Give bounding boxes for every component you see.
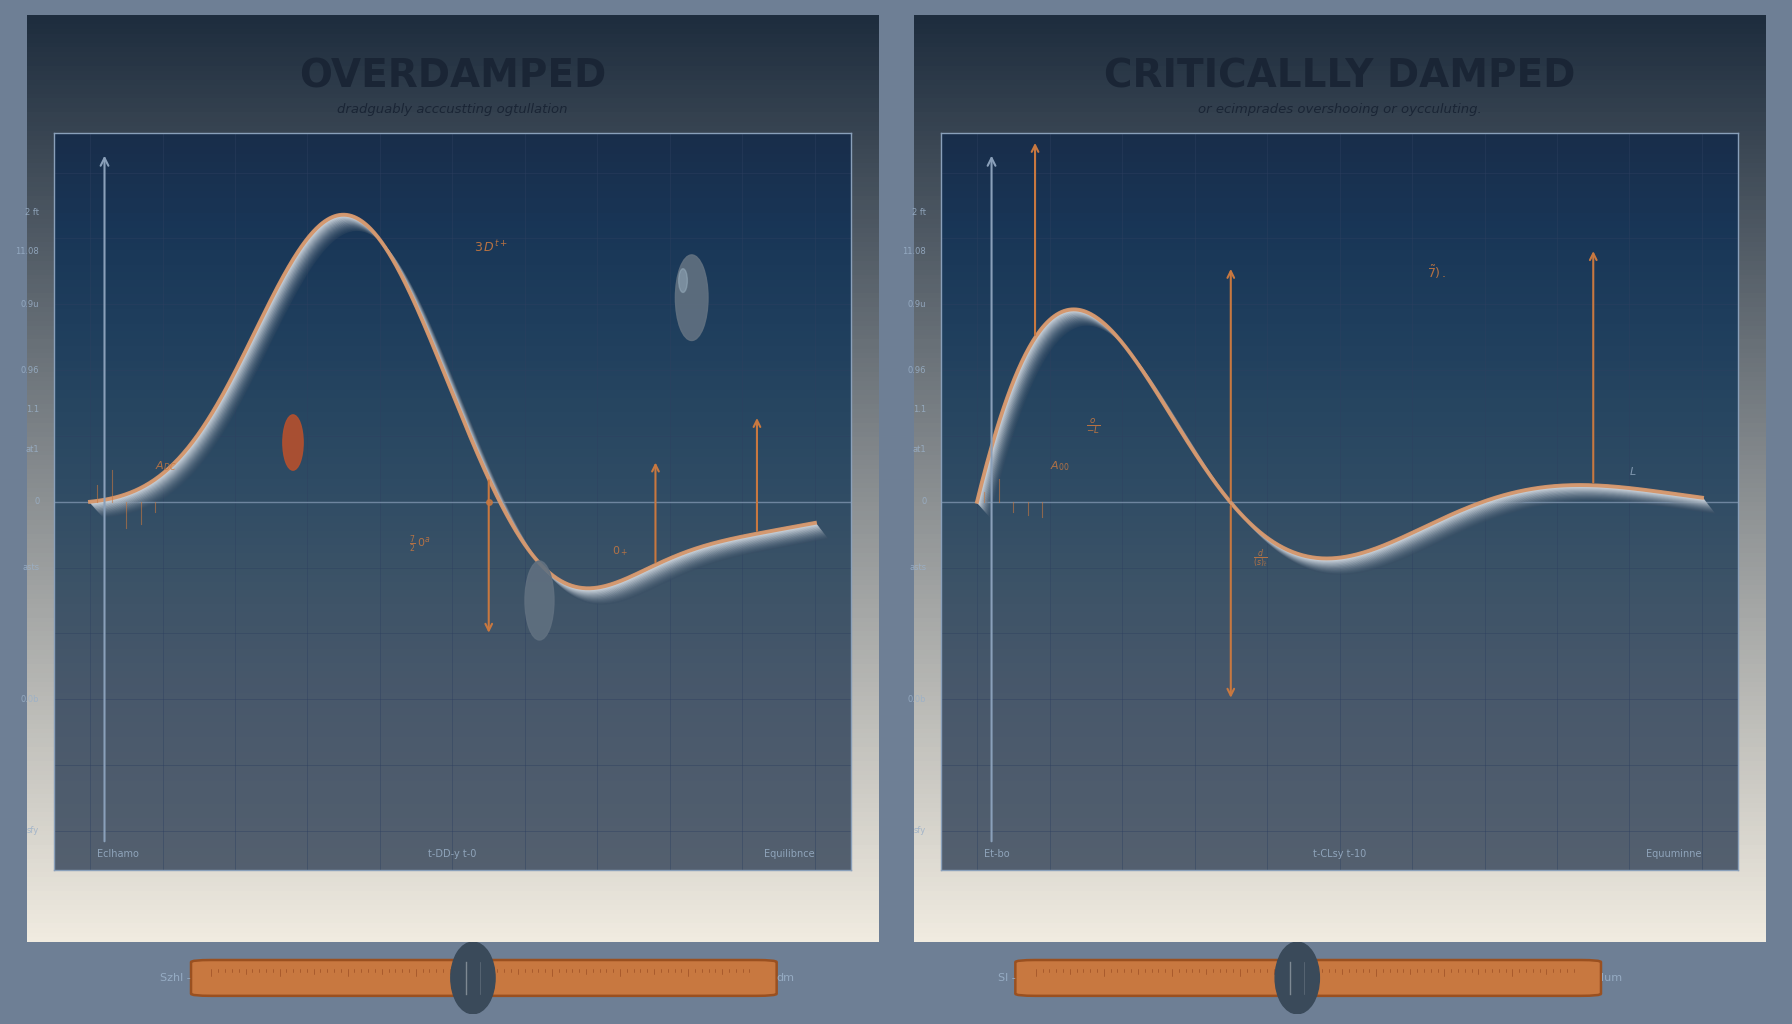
Ellipse shape [1276, 942, 1319, 1014]
Text: 2 ft: 2 ft [25, 208, 39, 217]
Text: 0*: 0* [466, 1000, 478, 1010]
Text: Et-bo: Et-bo [984, 849, 1011, 859]
Ellipse shape [676, 255, 708, 340]
Text: 0.9u: 0.9u [909, 300, 926, 309]
Text: $A_{00}$: $A_{00}$ [1050, 459, 1070, 473]
Text: sfy: sfy [914, 826, 926, 836]
Text: 0: 0 [921, 498, 926, 506]
Text: Szhl -: Szhl - [159, 973, 192, 983]
Text: Eclhamo: Eclhamo [97, 849, 140, 859]
Text: $0_+$: $0_+$ [613, 545, 629, 558]
Text: 1.1: 1.1 [27, 406, 39, 414]
Text: t-DD-y t-0: t-DD-y t-0 [428, 849, 477, 859]
Text: dm: dm [776, 973, 794, 983]
FancyBboxPatch shape [192, 961, 776, 995]
Text: 0.0b: 0.0b [909, 694, 926, 703]
FancyBboxPatch shape [1016, 961, 1600, 995]
Text: at1: at1 [25, 444, 39, 454]
Text: 0.96: 0.96 [909, 366, 926, 375]
Text: at1: at1 [912, 444, 926, 454]
Text: Sl -: Sl - [998, 973, 1016, 983]
Text: $L$: $L$ [1629, 466, 1638, 477]
Text: CRITICALLLY DAMPED: CRITICALLLY DAMPED [1104, 57, 1575, 95]
Text: $\tilde{7})\,.$: $\tilde{7})\,.$ [1426, 263, 1446, 281]
Text: asts: asts [909, 563, 926, 572]
Text: sfy: sfy [27, 826, 39, 836]
Text: $\frac{o}{-L}$: $\frac{o}{-L}$ [1086, 417, 1100, 436]
Text: D*: D* [1290, 1000, 1305, 1010]
Text: 1.1: 1.1 [914, 406, 926, 414]
Text: $\frac{d}{(s)_{\bar{t}}}$: $\frac{d}{(s)_{\bar{t}}}$ [1253, 547, 1267, 569]
Text: asts: asts [22, 563, 39, 572]
Text: 11.08: 11.08 [903, 247, 926, 256]
Text: 0: 0 [34, 498, 39, 506]
Text: 2 ft: 2 ft [912, 208, 926, 217]
Ellipse shape [525, 561, 554, 640]
Ellipse shape [679, 268, 688, 293]
Text: or ecimprades overshooing or oycculuting.: or ecimprades overshooing or oycculuting… [1197, 103, 1482, 117]
Text: 0.9u: 0.9u [22, 300, 39, 309]
Text: lum: lum [1600, 973, 1622, 983]
Text: 0.96: 0.96 [22, 366, 39, 375]
Text: Equuminne: Equuminne [1647, 849, 1702, 859]
Text: dradguably acccustting ogtullation: dradguably acccustting ogtullation [337, 103, 568, 117]
Text: $3\,D^{t+}$: $3\,D^{t+}$ [475, 239, 509, 255]
Ellipse shape [452, 942, 495, 1014]
Text: Equilibnce: Equilibnce [765, 849, 815, 859]
Text: OVERDAMPED: OVERDAMPED [299, 57, 606, 95]
Text: 11.08: 11.08 [16, 247, 39, 256]
Ellipse shape [283, 415, 303, 470]
Text: 0.0b: 0.0b [22, 694, 39, 703]
Text: t-CLsy t-10: t-CLsy t-10 [1314, 849, 1366, 859]
Text: $\frac{7}{2}\,0^a$: $\frac{7}{2}\,0^a$ [409, 534, 430, 555]
Text: $A_{DC}$: $A_{DC}$ [156, 459, 177, 473]
